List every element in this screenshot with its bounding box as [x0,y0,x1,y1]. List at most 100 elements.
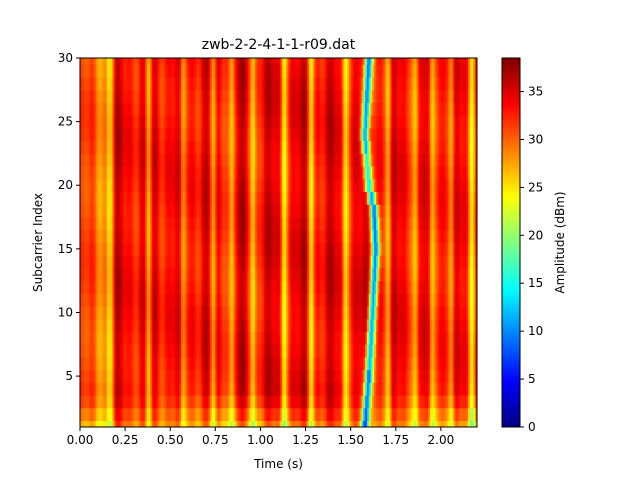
heatmap-cell [341,395,344,409]
heatmap-cell [105,217,108,231]
heatmap-cell [148,267,151,282]
heatmap-cell [191,267,195,282]
heatmap-cell [458,395,462,409]
heatmap-cell [224,242,227,256]
heatmap-cell [327,344,330,358]
heatmap-cell [83,382,86,396]
heatmap-cell [278,204,281,218]
heatmap-cell [361,407,364,422]
heatmap-cell [226,267,229,282]
heatmap-cell [199,217,202,231]
heatmap-cell [379,255,382,269]
heatmap-cell [191,306,195,320]
heatmap-cell [215,255,218,269]
heatmap-cell [200,242,204,256]
heatmap-cell [191,280,195,294]
heatmap-cell [475,178,478,192]
heatmap-cell [184,217,187,231]
heatmap-cell [90,420,94,428]
heatmap-cell [125,242,128,256]
heatmap-cell [348,280,352,294]
heatmap-cell [121,293,124,307]
heatmap-cell [206,166,209,180]
heatmap-cell [316,153,319,167]
heatmap-cell [374,166,377,180]
heatmap-cell [451,369,454,383]
heatmap-cell [374,229,377,243]
heatmap-cell [363,204,366,218]
heatmap-cell [107,140,110,154]
heatmap-cell [184,382,187,396]
heatmap-cell [417,229,420,243]
heatmap-cell [292,178,296,192]
heatmap-cell [85,344,88,358]
heatmap-cell [155,293,158,307]
heatmap-cell [240,217,243,231]
heatmap-cell [134,357,137,371]
heatmap-cell [85,217,88,231]
heatmap-cell [406,395,409,409]
heatmap-cell [135,242,139,256]
heatmap-cell [126,217,130,231]
heatmap-cell [229,420,232,428]
heatmap-cell [280,267,283,282]
heatmap-cell [417,344,420,358]
heatmap-cell [264,420,267,428]
heatmap-cell [280,382,283,396]
heatmap-cell [383,420,386,428]
heatmap-cell [430,280,433,294]
heatmap-cell [197,357,200,371]
heatmap-cell [199,407,202,422]
heatmap-cell [433,395,436,409]
heatmap-cell [372,166,375,180]
heatmap-cell [107,331,110,345]
heatmap-cell [357,382,361,396]
heatmap-cell [330,255,334,269]
heatmap-cell [220,191,223,205]
heatmap-cell [348,407,352,422]
heatmap-cell [103,306,106,320]
heatmap-cell [116,280,119,294]
heatmap-cell [148,255,151,269]
heatmap-cell [321,217,325,231]
heatmap-cell [98,166,101,180]
heatmap-cell [282,140,285,154]
heatmap-cell [89,140,92,154]
heatmap-cell [451,178,454,192]
heatmap-cell [159,267,162,282]
heatmap-cell [199,293,202,307]
heatmap-cell [235,420,238,428]
heatmap-cell [218,357,222,371]
heatmap-cell [269,280,272,294]
heatmap-cell [305,407,308,422]
heatmap-cell [310,255,314,269]
heatmap-cell [213,191,216,205]
heatmap-cell [153,395,157,409]
heatmap-cell [372,331,375,345]
heatmap-cell [143,306,146,320]
heatmap-cell [244,306,247,320]
heatmap-cell [144,242,148,256]
heatmap-cell [354,191,357,205]
heatmap-cell [323,178,326,192]
heatmap-cell [105,166,108,180]
heatmap-cell [422,331,426,345]
heatmap-cell [209,229,213,243]
heatmap-cell [172,407,175,422]
heatmap-cell [258,178,261,192]
heatmap-cell [117,242,121,256]
heatmap-cell [224,178,227,192]
heatmap-cell [256,306,260,320]
heatmap-cell [249,267,252,282]
heatmap-cell [457,420,460,428]
heatmap-cell [401,178,404,192]
heatmap-cell [449,293,453,307]
heatmap-cell [85,420,88,428]
heatmap-cell [314,369,317,383]
heatmap-cell [175,280,178,294]
heatmap-cell [247,267,251,282]
heatmap-cell [117,178,121,192]
heatmap-cell [388,229,391,243]
heatmap-cell [305,191,308,205]
heatmap-cell [191,178,195,192]
